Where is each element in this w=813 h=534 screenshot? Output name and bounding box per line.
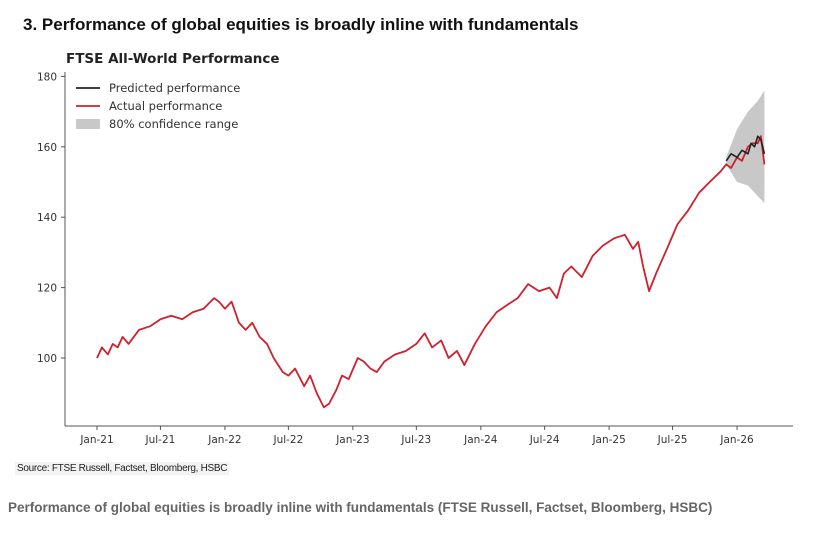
legend: Predicted performance Actual performance 8… bbox=[76, 81, 240, 131]
y-tick-label: 160 bbox=[37, 142, 57, 154]
x-tick-label: Jan-24 bbox=[463, 434, 498, 446]
y-tick-label: 100 bbox=[37, 353, 57, 365]
x-tick-label: Jan-26 bbox=[719, 434, 754, 446]
legend-label: Predicted performance bbox=[109, 81, 240, 95]
x-tick-label: Jan-23 bbox=[335, 434, 369, 446]
x-tick-label: Jan-21 bbox=[79, 434, 113, 446]
x-tick-label: Jan-25 bbox=[591, 434, 625, 446]
legend-label: 80% confidence range bbox=[109, 117, 238, 131]
chart-title: FTSE All-World Performance bbox=[66, 51, 280, 67]
y-tick-label: 180 bbox=[37, 71, 57, 83]
x-tick-label: Jul-22 bbox=[272, 434, 303, 446]
y-tick-label: 120 bbox=[37, 283, 57, 295]
predicted-performance-line bbox=[725, 135, 766, 162]
x-tick-label: Jan-22 bbox=[207, 434, 241, 446]
x-tick-label: Jul-23 bbox=[400, 434, 431, 446]
figure-heading: 3. Performance of global equities is bro… bbox=[23, 15, 579, 34]
x-tick-label: Jul-21 bbox=[145, 434, 176, 446]
y-tick-label: 140 bbox=[37, 212, 57, 224]
actual-performance-line bbox=[96, 135, 766, 409]
legend-label: Actual performance bbox=[109, 99, 222, 113]
source-note: Source: FTSE Russell, Factset, Bloomberg… bbox=[15, 462, 230, 475]
x-tick-label: Jul-25 bbox=[657, 434, 688, 446]
x-tick-label: Jul-24 bbox=[529, 434, 560, 446]
caption: Performance of global equities is broadl… bbox=[8, 500, 713, 515]
confidence-band bbox=[726, 90, 765, 204]
legend-swatch bbox=[76, 119, 100, 129]
